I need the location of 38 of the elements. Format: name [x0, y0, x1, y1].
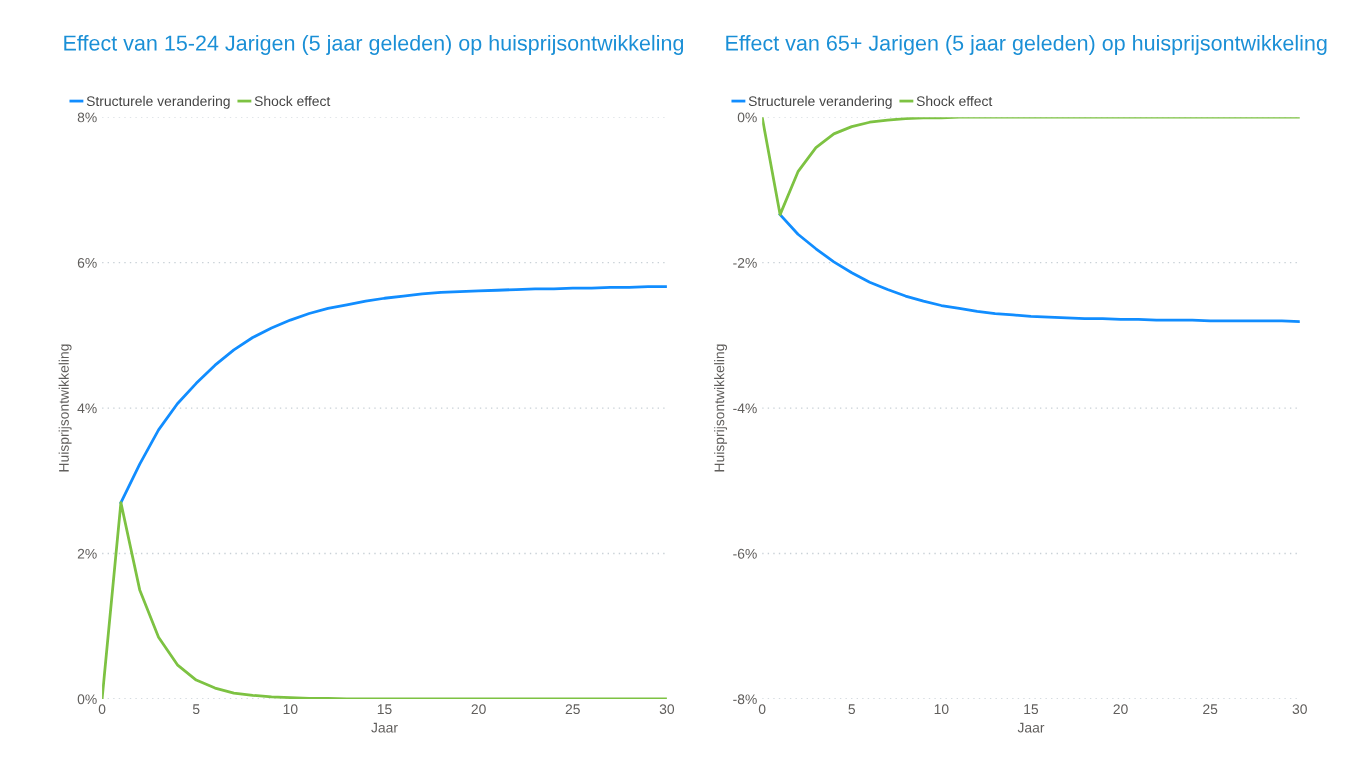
- legend-label: Structurele verandering: [748, 95, 892, 109]
- line-series: [762, 117, 1300, 216]
- y-tick-label: 6%: [77, 257, 97, 268]
- chart-title: Effect van 65+ Jarigen (5 jaar geleden) op huisprijsontwikkeling: [726, 34, 1327, 55]
- y-tick-label: 8%: [77, 112, 97, 123]
- x-tick-label: 0: [758, 704, 766, 715]
- y-tick-label: 0%: [77, 694, 97, 705]
- legend-label: Shock effect: [254, 95, 331, 107]
- x-tick-label: 20: [1113, 704, 1128, 715]
- x-tick-label: 20: [471, 704, 486, 715]
- y-tick-label: -8%: [733, 694, 757, 705]
- x-tick-label: 25: [565, 704, 580, 715]
- x-axis-title: Jaar: [371, 722, 398, 733]
- y-tick-label: 4%: [77, 403, 97, 414]
- line-series: [778, 213, 1300, 323]
- x-tick-label: 25: [1203, 704, 1218, 715]
- x-tick-label: 30: [659, 704, 675, 715]
- y-tick-label: -4%: [733, 403, 757, 414]
- legend-label: Structurele verandering: [86, 95, 230, 109]
- x-tick-label: 10: [283, 704, 298, 715]
- y-tick-label: 2%: [77, 548, 97, 559]
- y-tick-label: -6%: [733, 548, 757, 559]
- x-tick-label: 15: [377, 704, 392, 715]
- x-tick-label: 0: [98, 704, 106, 715]
- x-tick-label: 5: [192, 704, 200, 715]
- x-tick-label: 5: [848, 704, 856, 715]
- y-tick-label: -2%: [733, 257, 757, 268]
- chart-title: Effect van 15-24 Jarigen (5 jaar geleden) op huisprijsontwikkeling: [64, 34, 684, 55]
- legend-label: Shock effect: [916, 95, 993, 107]
- y-axis-title: Huisprijsontwikkeling: [714, 344, 728, 472]
- y-axis-title: Huisprijsontwikkeling: [58, 344, 72, 472]
- y-tick-label: 0%: [737, 112, 757, 123]
- x-axis-title: Jaar: [1017, 722, 1045, 733]
- line-series: [119, 285, 667, 505]
- x-tick-label: 30: [1292, 704, 1307, 715]
- x-tick-label: 10: [934, 704, 949, 715]
- x-tick-label: 15: [1024, 704, 1039, 715]
- line-series: [102, 501, 667, 699]
